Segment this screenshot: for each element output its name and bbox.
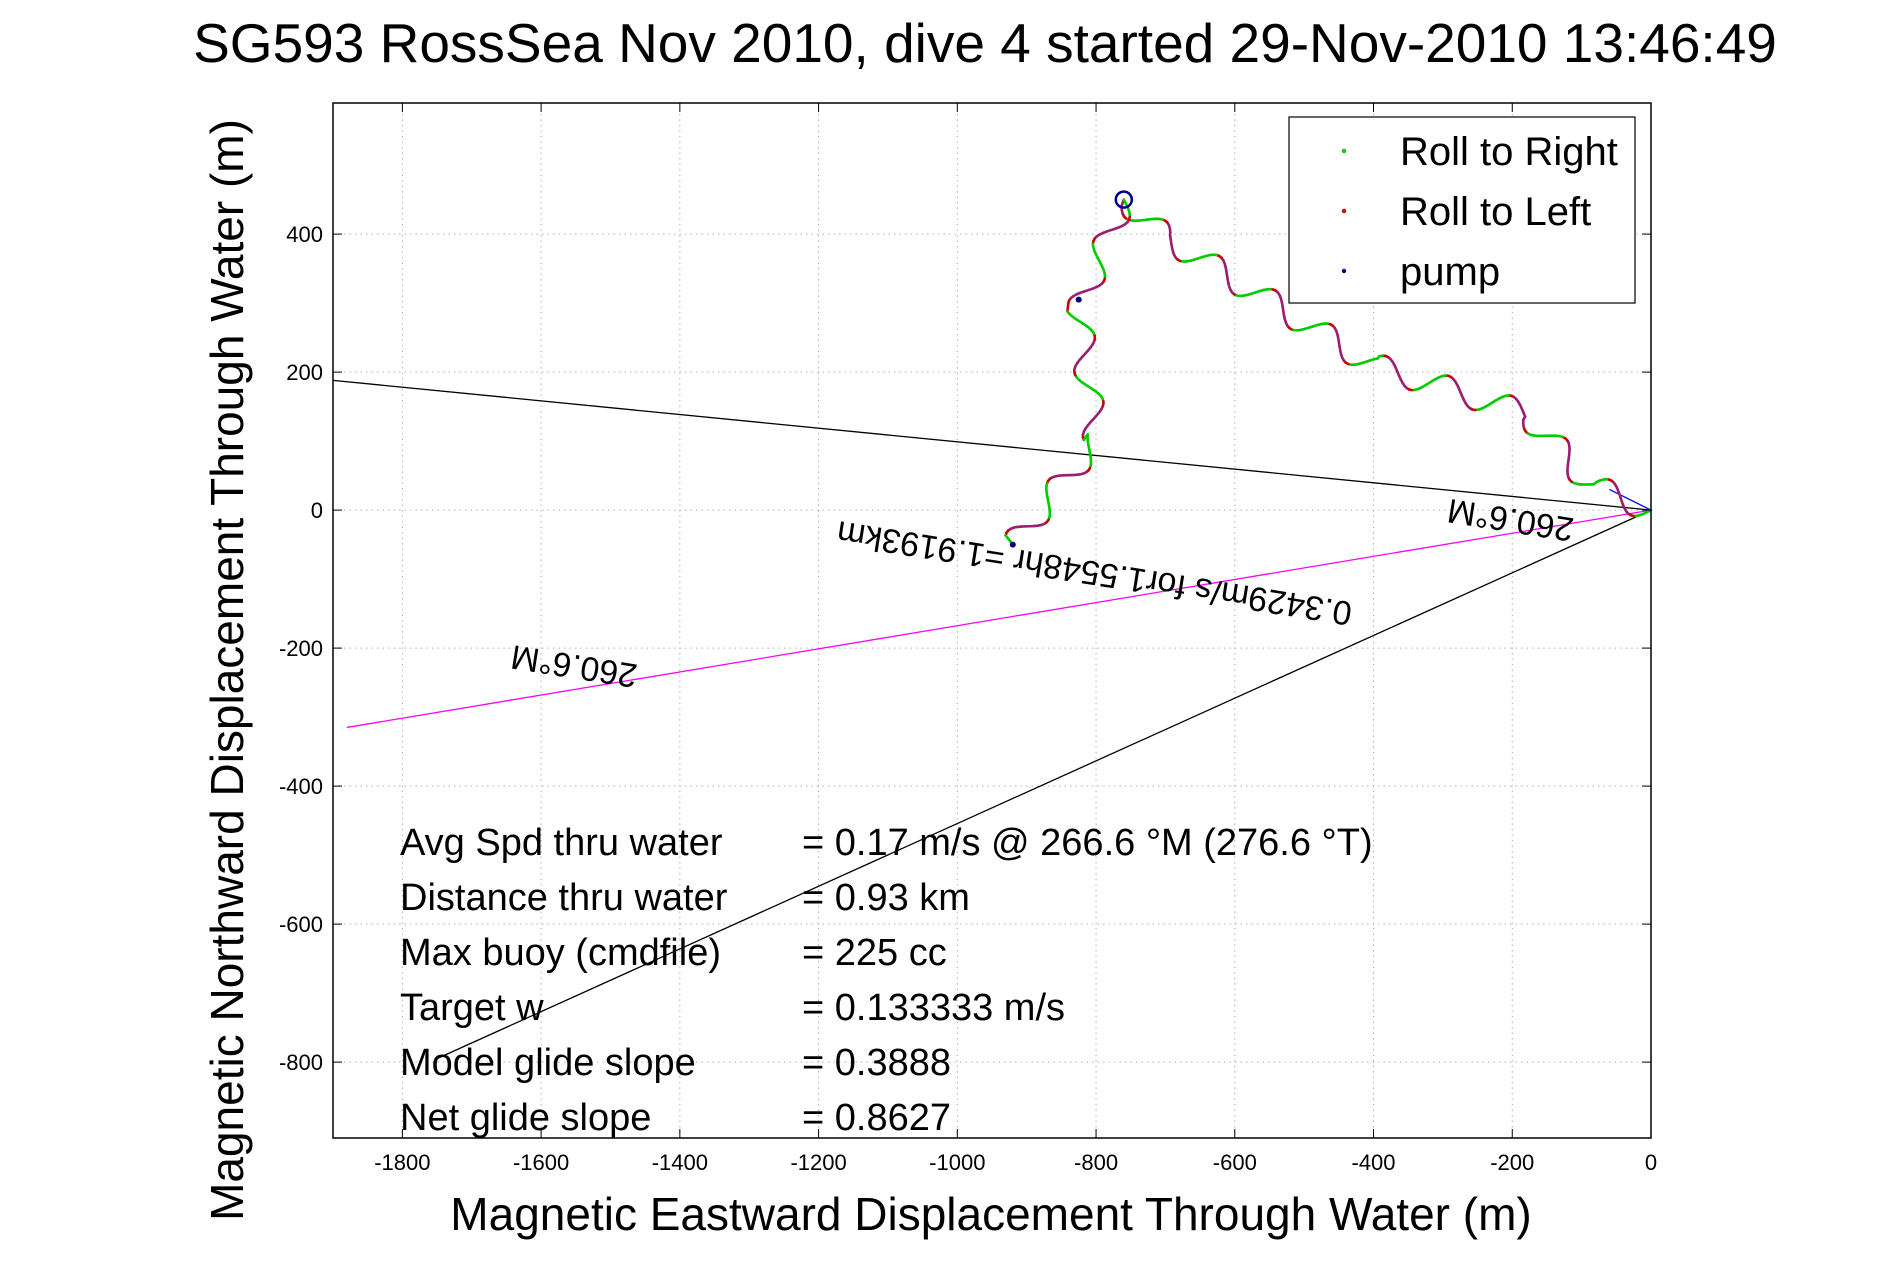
stat-value: = 0.8627 bbox=[802, 1097, 951, 1139]
chart-title: SG593 RossSea Nov 2010, dive 4 started 2… bbox=[193, 12, 1777, 74]
legend-marker bbox=[1341, 268, 1347, 274]
stats-block: Avg Spd thru water = 0.17 m/s @ 266.6 °M … bbox=[400, 822, 1373, 1139]
final-segment bbox=[1609, 488, 1652, 511]
legend-label: Roll to Left bbox=[1400, 190, 1591, 234]
legend: Roll to Right Roll to Left pump bbox=[1288, 116, 1636, 304]
y-tick-label: 200 bbox=[286, 360, 323, 385]
stat-value: = 0.17 m/s @ 266.6 °M (276.6 °T) bbox=[802, 822, 1373, 864]
ticks: -1800 -1600 -1400 -1200 -1000 -800 -600 -400 -20… bbox=[279, 103, 1657, 1175]
x-tick-label: -800 bbox=[1074, 1150, 1118, 1175]
legend-label: Roll to Right bbox=[1400, 130, 1618, 174]
stat-value: = 0.133333 m/s bbox=[802, 987, 1065, 1029]
bearing-lower bbox=[436, 509, 1652, 1060]
current-vector bbox=[346, 509, 1652, 729]
legend-label: pump bbox=[1400, 250, 1500, 294]
stat-value: = 0.3888 bbox=[802, 1042, 951, 1084]
y-tick-label: -400 bbox=[279, 774, 323, 799]
legend-box bbox=[1288, 116, 1636, 304]
y-tick-label: 0 bbox=[311, 498, 323, 523]
legend-marker bbox=[1341, 148, 1347, 154]
x-tick-label: -200 bbox=[1490, 1150, 1534, 1175]
bearing-upper bbox=[332, 379, 1652, 511]
x-tick-label: -400 bbox=[1352, 1150, 1396, 1175]
x-tick-label: -1800 bbox=[374, 1150, 430, 1175]
x-tick-label: -1600 bbox=[513, 1150, 569, 1175]
y-tick-label: -800 bbox=[279, 1050, 323, 1075]
stat-value: = 225 cc bbox=[802, 932, 947, 974]
stat-label: Max buoy (cmdfile) bbox=[400, 932, 721, 974]
stat-label: Distance thru water bbox=[400, 877, 728, 919]
pump-point bbox=[1075, 296, 1082, 303]
y-axis-label: Magnetic Northward Displacement Through … bbox=[201, 119, 253, 1221]
glider-track bbox=[1004, 190, 1653, 548]
reference-lines bbox=[332, 379, 1652, 1060]
y-tick-label: -200 bbox=[279, 636, 323, 661]
x-tick-label: -600 bbox=[1213, 1150, 1257, 1175]
pump-point bbox=[1009, 541, 1016, 548]
x-tick-label: 0 bbox=[1645, 1150, 1657, 1175]
stat-value: = 0.93 km bbox=[802, 877, 970, 919]
pump-loop bbox=[1114, 190, 1134, 209]
track-segment bbox=[1066, 301, 1070, 313]
legend-marker bbox=[1341, 208, 1347, 214]
x-axis-label: Magnetic Eastward Displacement Through W… bbox=[450, 1188, 1531, 1240]
stat-label: Target w bbox=[400, 987, 544, 1029]
y-tick-label: -600 bbox=[279, 912, 323, 937]
stat-label: Model glide slope bbox=[400, 1042, 696, 1084]
x-tick-label: -1400 bbox=[652, 1150, 708, 1175]
y-tick-label: 400 bbox=[286, 222, 323, 247]
x-tick-label: -1000 bbox=[929, 1150, 985, 1175]
stat-label: Net glide slope bbox=[400, 1097, 651, 1139]
stat-label: Avg Spd thru water bbox=[400, 822, 723, 864]
x-tick-label: -1200 bbox=[790, 1150, 846, 1175]
grid bbox=[333, 103, 1651, 1138]
plot-frame bbox=[332, 102, 1652, 1139]
